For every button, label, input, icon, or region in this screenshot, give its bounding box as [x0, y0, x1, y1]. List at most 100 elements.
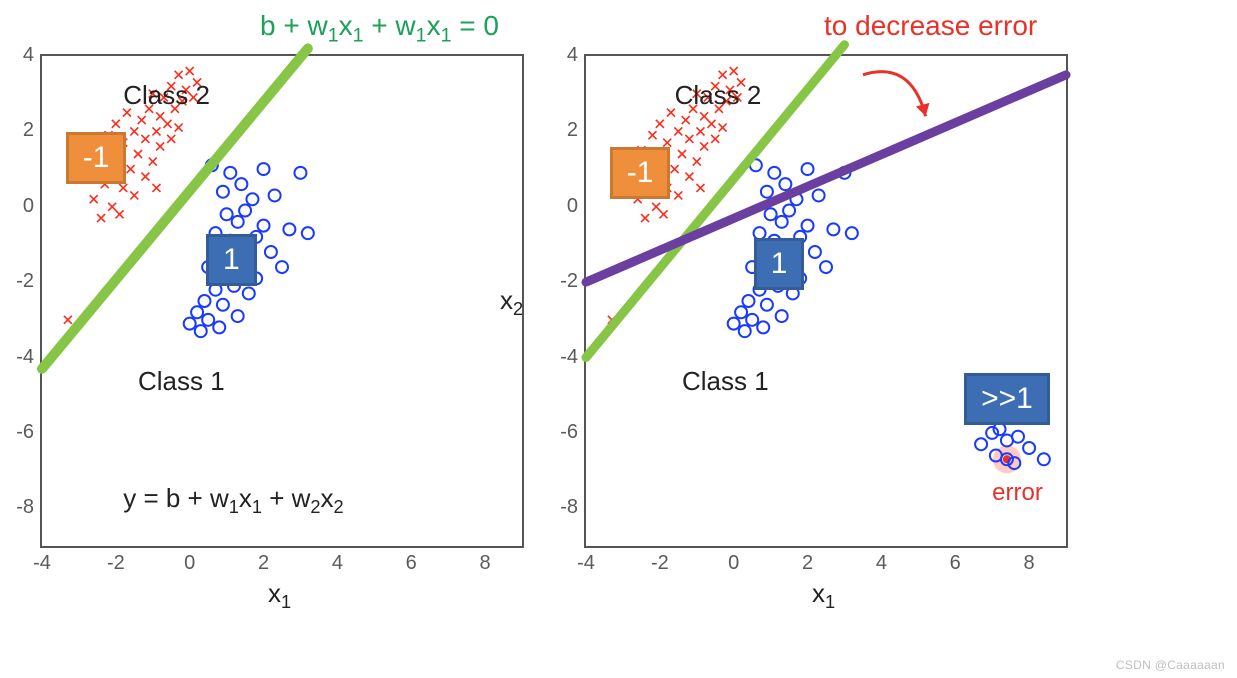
class2-marker — [64, 316, 72, 324]
model-equation: y = b + w1x1 + w2x2 — [123, 483, 343, 518]
class1-marker — [1023, 442, 1035, 454]
class-badge: 1 — [206, 234, 257, 286]
class1-marker — [768, 167, 780, 179]
class2-marker — [152, 127, 160, 135]
plot-frame: -8-6-4-2024-4-202468x2x1-11>>1Class 2Cla… — [584, 54, 1068, 548]
class2-marker — [175, 124, 183, 132]
y-tick: 0 — [534, 195, 578, 218]
x-tick: 8 — [465, 552, 505, 575]
watermark: CSDN @Caaaaaan — [1116, 658, 1225, 672]
x-tick: -2 — [96, 552, 136, 575]
class1-marker — [779, 178, 791, 190]
class2-marker — [119, 184, 127, 192]
class2-marker — [671, 165, 679, 173]
annotation-label: Class 1 — [138, 366, 225, 397]
class1-marker — [1012, 431, 1024, 443]
class2-marker — [663, 139, 671, 147]
x-tick: -2 — [640, 552, 680, 575]
y-tick: -8 — [534, 496, 578, 519]
class2-marker — [693, 158, 701, 166]
class1-marker — [820, 261, 832, 273]
class1-marker — [224, 167, 236, 179]
class-badge: 1 — [754, 238, 805, 290]
class1-marker — [742, 295, 754, 307]
class1-marker — [761, 186, 773, 198]
class1-marker — [1038, 453, 1050, 465]
class1-marker — [232, 310, 244, 322]
class1-marker — [728, 318, 740, 330]
class2-marker — [700, 112, 708, 120]
class2-marker — [116, 210, 124, 218]
class1-marker — [221, 208, 233, 220]
class1-marker — [191, 306, 203, 318]
x-tick: -4 — [566, 552, 606, 575]
x-tick: 0 — [170, 552, 210, 575]
class1-marker — [776, 310, 788, 322]
class2-marker — [711, 135, 719, 143]
plot-frame: -8-6-4-2024-4-202468x2x1-11Class 2Class … — [40, 54, 524, 548]
class1-marker — [232, 216, 244, 228]
annotation-label: error — [992, 479, 1043, 507]
class2-marker — [156, 112, 164, 120]
class1-marker — [258, 163, 270, 175]
class2-marker — [696, 184, 704, 192]
class1-marker — [746, 314, 758, 326]
class2-marker — [134, 150, 142, 158]
class2-marker — [156, 142, 164, 150]
class1-marker — [213, 321, 225, 333]
class1-marker — [239, 205, 251, 217]
class-badge: -1 — [66, 132, 127, 184]
class1-marker — [827, 223, 839, 235]
class2-marker — [108, 203, 116, 211]
x-tick: 2 — [244, 552, 284, 575]
y-tick: -4 — [0, 346, 34, 369]
class2-marker — [656, 120, 664, 128]
class1-marker — [235, 178, 247, 190]
panel-title: to decrease error — [824, 10, 1037, 42]
class2-marker — [719, 71, 727, 79]
class1-marker — [783, 205, 795, 217]
class2-marker — [641, 214, 649, 222]
class1-marker — [184, 318, 196, 330]
class1-marker — [195, 325, 207, 337]
class2-marker — [149, 158, 157, 166]
class2-marker — [674, 127, 682, 135]
x-tick: 6 — [391, 552, 431, 575]
class1-marker — [765, 208, 777, 220]
class1-marker — [302, 227, 314, 239]
class2-marker — [138, 116, 146, 124]
class1-marker — [198, 295, 210, 307]
arrowhead-icon — [916, 103, 930, 116]
class1-marker — [776, 216, 788, 228]
x-axis-label: x1 — [812, 578, 835, 613]
class2-marker — [708, 120, 716, 128]
x-tick: 2 — [788, 552, 828, 575]
chart-panel: to decrease error-8-6-4-2024-4-202468x2x… — [584, 10, 1068, 548]
x-tick: 8 — [1009, 552, 1049, 575]
y-tick: -2 — [534, 270, 578, 293]
class2-marker — [164, 120, 172, 128]
panel-title: b + w1x1 + w1x1 = 0 — [260, 10, 499, 48]
class1-marker — [846, 227, 858, 239]
chart-panel: b + w1x1 + w1x1 = 0-8-6-4-2024-4-202468x… — [40, 10, 524, 548]
class1-marker — [246, 193, 258, 205]
class2-marker — [127, 165, 135, 173]
class2-marker — [167, 135, 175, 143]
y-tick: -2 — [0, 270, 34, 293]
class2-marker — [97, 214, 105, 222]
class1-marker — [809, 246, 821, 258]
class1-marker — [813, 189, 825, 201]
class2-marker — [682, 116, 690, 124]
class2-marker — [674, 191, 682, 199]
class2-marker — [685, 173, 693, 181]
x-tick: 0 — [714, 552, 754, 575]
y-tick: -4 — [534, 346, 578, 369]
class1-marker — [802, 163, 814, 175]
x-tick: 6 — [935, 552, 975, 575]
y-axis-label: x2 — [500, 285, 523, 320]
y-tick: -6 — [0, 421, 34, 444]
class1-marker — [735, 306, 747, 318]
annotation-label: Class 2 — [123, 80, 210, 111]
class-badge: >>1 — [964, 373, 1050, 425]
class1-marker — [265, 246, 277, 258]
